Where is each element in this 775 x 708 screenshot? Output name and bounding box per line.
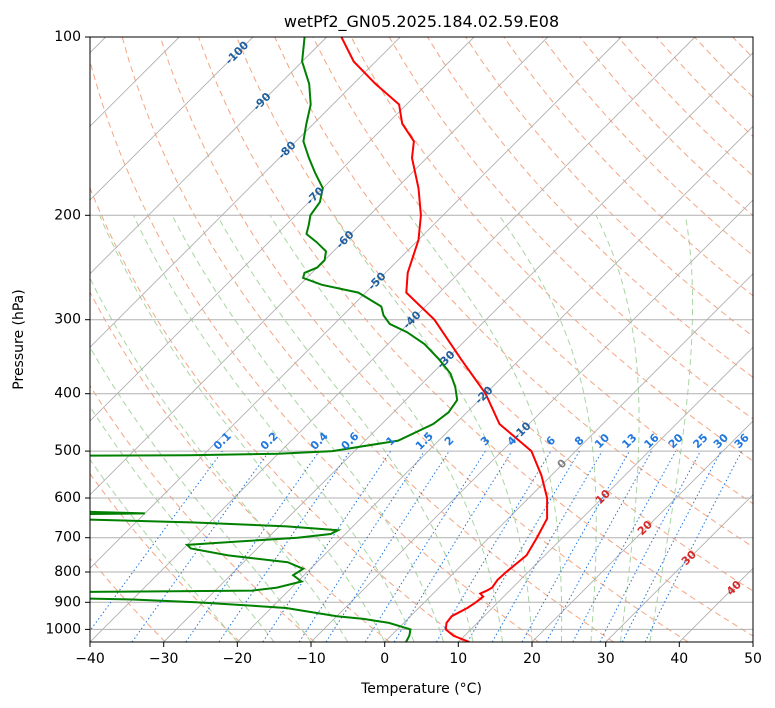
- x-tick-label: 20: [523, 651, 541, 667]
- mixing-ratio-line: [572, 450, 677, 642]
- plot-frame: [89, 36, 754, 643]
- dry-adiabat: [350, 37, 753, 462]
- moist-adiabat: [269, 215, 503, 642]
- mixing-ratio-line: [262, 450, 392, 642]
- isotherm: [605, 494, 753, 642]
- isotherm: [384, 273, 753, 642]
- dry-adiabat: [465, 37, 753, 338]
- mixing-ratio-line: [218, 450, 351, 642]
- isotherm: [531, 420, 753, 642]
- y-tick-label: 500: [54, 443, 81, 459]
- y-tick-label: 200: [54, 207, 81, 223]
- moist-adiabat: [216, 215, 474, 642]
- isotherm: [90, 37, 475, 422]
- x-tick-label: −10: [296, 651, 326, 667]
- mixing-ratio-line: [185, 450, 320, 642]
- x-tick-label: 0: [380, 651, 389, 667]
- y-tick-label: 400: [54, 386, 81, 402]
- mixing-ratio-line: [393, 450, 513, 642]
- dry-adiabat: [274, 37, 753, 548]
- isotherm: [90, 37, 622, 569]
- y-tick-label: 600: [54, 490, 81, 506]
- moist-adiabat: [90, 405, 275, 642]
- y-tick-label: 800: [54, 564, 81, 580]
- isotherm: [90, 37, 401, 348]
- dry-adiabat: [90, 291, 390, 642]
- dry-adiabat: [426, 37, 753, 378]
- isotherm: [236, 125, 753, 642]
- dry-adiabat: [159, 37, 689, 642]
- mixing-ratio-line: [325, 450, 450, 642]
- isotherm: [90, 37, 549, 496]
- isotherm: [457, 346, 753, 642]
- moist-adiabat: [408, 215, 563, 642]
- dry-adiabat: [90, 186, 465, 642]
- mixing-ratio-line: [131, 450, 270, 642]
- y-tick-label: 1000: [45, 621, 81, 637]
- mixing-ratio-line: [298, 450, 425, 642]
- dewpoint-profile: [90, 37, 459, 642]
- x-tick-label: 50: [744, 651, 762, 667]
- dry-adiabat: [312, 37, 753, 505]
- dry-adiabat: [90, 472, 241, 642]
- isotherm: [90, 37, 254, 201]
- moist-adiabat: [99, 215, 386, 642]
- x-tick-label: −20: [223, 651, 253, 667]
- mixing-ratio-line: [90, 450, 223, 632]
- x-tick-label: 40: [670, 651, 688, 667]
- moist-adiabat: [171, 215, 445, 642]
- isotherm: [163, 52, 753, 642]
- isotherm: [310, 199, 753, 642]
- moist-adiabat: [90, 458, 238, 642]
- x-tick-label: −40: [75, 651, 105, 667]
- mixing-ratio-line: [545, 450, 653, 642]
- dry-adiabat: [90, 59, 540, 642]
- y-axis-label: Pressure (hPa): [11, 289, 27, 389]
- dry-adiabat: [121, 37, 614, 642]
- isotherm: [90, 37, 696, 642]
- mixing-ratio-line: [521, 450, 630, 642]
- x-axis-label: Temperature (°C): [360, 681, 482, 697]
- moist-adiabat: [649, 215, 694, 642]
- moist-adiabat: [595, 215, 640, 642]
- y-tick-label: 700: [54, 530, 81, 546]
- mixing-ratio-line: [644, 450, 743, 642]
- chart-title: wetPf2_GN05.2025.184.02.59.E08: [284, 12, 559, 32]
- x-tick-label: 10: [449, 651, 467, 667]
- dry-adiabat: [503, 37, 753, 297]
- moist-adiabat: [133, 215, 415, 642]
- moist-adiabat: [90, 346, 312, 642]
- y-tick-label: 900: [54, 594, 81, 610]
- dry-adiabat: [236, 37, 753, 592]
- dry-adiabat: [388, 37, 753, 420]
- dry-adiabat: [90, 384, 316, 642]
- y-tick-label: 100: [54, 29, 81, 45]
- x-tick-label: −30: [149, 651, 179, 667]
- x-tick-label: 30: [597, 651, 615, 667]
- isotherm: [90, 37, 328, 275]
- y-tick-label: 300: [54, 312, 81, 328]
- temperature-profile: [340, 37, 549, 642]
